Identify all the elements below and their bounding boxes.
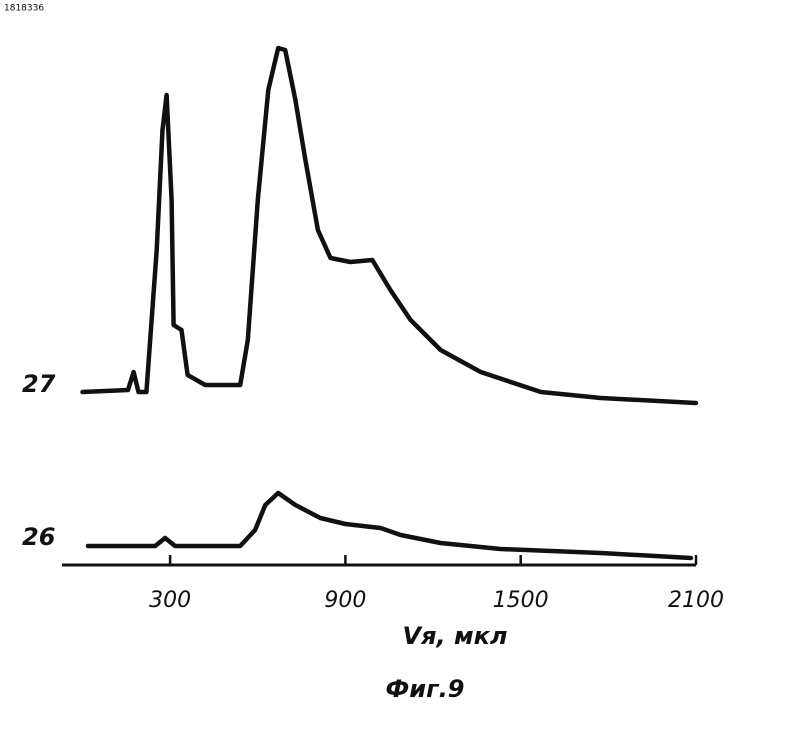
x-tick-label: 300 bbox=[149, 588, 191, 613]
chart: 1818336 Vя, мкл Фиг.9 300 900 1500 2100 27 26 bbox=[0, 0, 800, 732]
x-tick-label: 2100 bbox=[668, 588, 724, 613]
curve bbox=[83, 48, 697, 403]
curve bbox=[88, 493, 691, 558]
series-label: 27 bbox=[22, 370, 56, 398]
series-label: 26 bbox=[22, 523, 55, 551]
x-tick-label: 1500 bbox=[493, 588, 549, 613]
x-axis-label: Vя, мкл bbox=[403, 622, 508, 650]
x-tick-label: 900 bbox=[324, 588, 366, 613]
doc-id: 1818336 bbox=[4, 4, 44, 14]
caption: Фиг.9 bbox=[386, 675, 465, 703]
